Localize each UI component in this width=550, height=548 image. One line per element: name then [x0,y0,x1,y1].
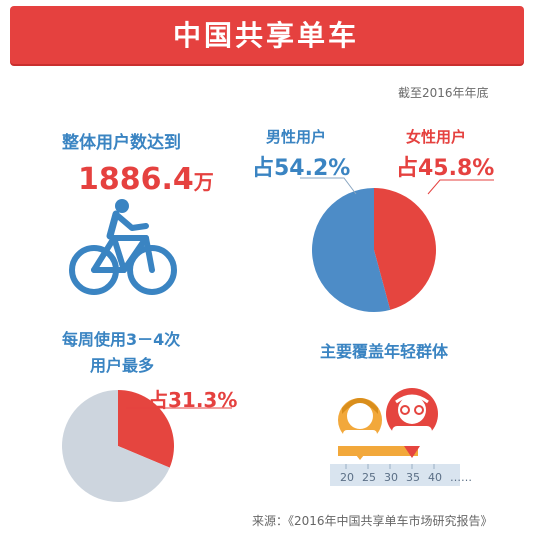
usage-pie-slice-0 [118,390,175,468]
bicycle-icon [69,199,177,295]
gender-pie [311,188,436,312]
age-tick-label: 30 [384,471,398,484]
gender-pie-slice-0 [374,188,436,310]
age-ruler-track [330,464,460,486]
gender-pie-slice-1 [311,188,391,312]
age-ticks: 20 25 30 35 40 …… [340,464,472,484]
age-tick-label: 40 [428,471,442,484]
female-leader-line [427,179,494,195]
usage-pie [62,390,175,502]
usage-label-line1: 每周使用3－4次 [62,330,181,349]
female-percent: 占45.8% [396,156,495,181]
title-banner [10,6,524,64]
users-label: 整体用户数达到 [62,133,181,153]
older-man-icon [386,388,438,458]
age-tick-label: 25 [362,471,376,484]
age-group-label: 主要覆盖年轻群体 [320,342,449,361]
users-total-unit: 万 [193,170,214,194]
female-label: 女性用户 [406,128,467,146]
usage-pie-slice-1 [62,390,170,502]
male-percent: 占54.2% [252,156,351,181]
age-tick-label: 35 [406,471,420,484]
age-tick-label: …… [450,471,472,484]
users-total: 1886.4万 [78,162,214,197]
users-total-value: 1886.4 [78,162,194,197]
male-leader-line [300,177,357,195]
source-note: 来源：《2016年中国共享单车市场研究报告》 [252,514,493,528]
age-range-bar [338,446,418,456]
usage-label-line2: 用户最多 [90,356,155,375]
male-label: 男性用户 [266,128,327,146]
page-title: 中国共享单车 [172,19,359,52]
young-man-icon [338,398,382,460]
age-tick-label: 20 [340,471,354,484]
as-of-date: 截至2016年年底 [398,86,489,100]
age-ruler: 20 25 30 35 40 …… [330,446,472,486]
